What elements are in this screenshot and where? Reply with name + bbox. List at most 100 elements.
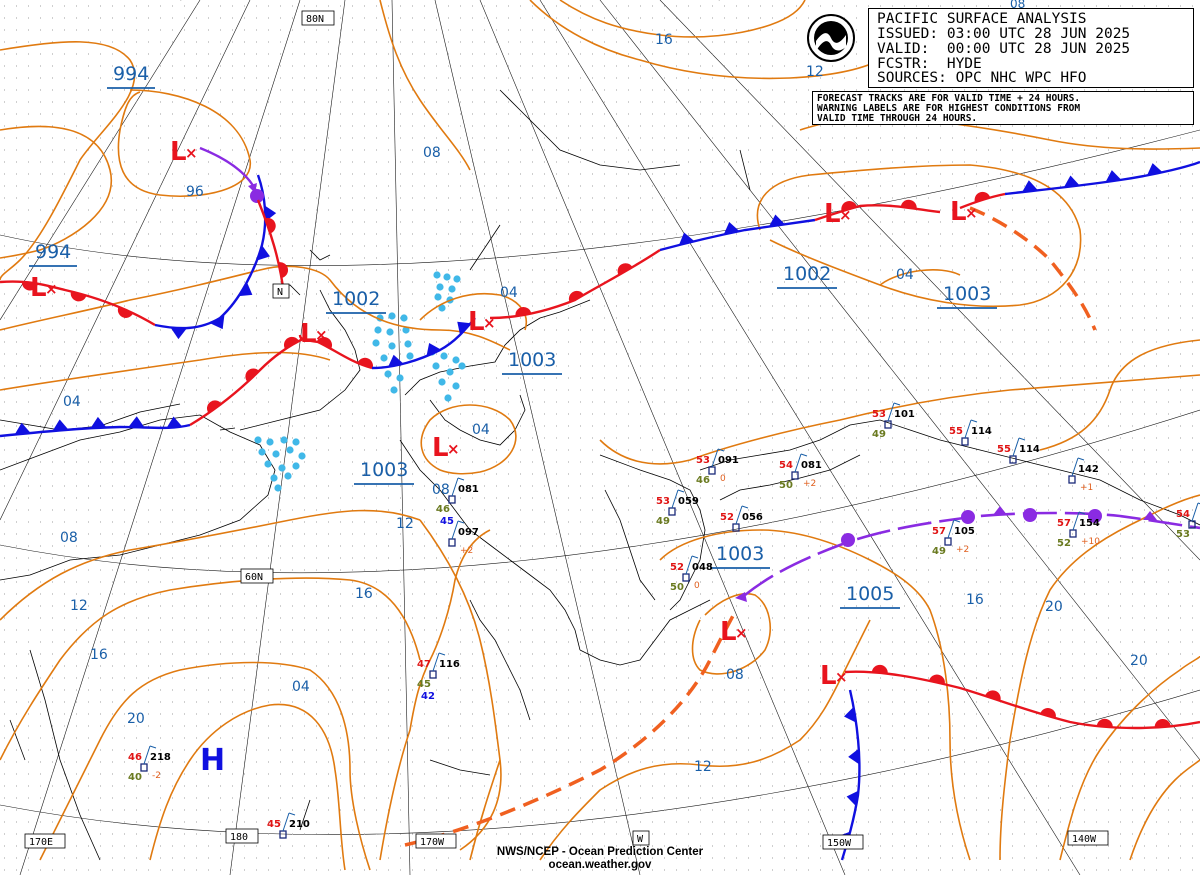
ice-edge: [254, 271, 466, 492]
lon-label-180: 180: [230, 832, 248, 843]
obs-temperature: 45: [267, 819, 281, 830]
obs-pressure: 116: [439, 659, 460, 670]
header-valid: VALID: 00:00 UTC 28 JUN 2025: [877, 41, 1131, 57]
station-obs-obs-056: 52 056: [720, 505, 763, 532]
obs-pressure: 059: [678, 496, 699, 507]
low-pressure-value: 1002: [332, 288, 380, 310]
isobar-label: 96: [186, 184, 204, 200]
low-pressure-value: 1002: [783, 263, 831, 285]
low-center-x-icon: ×: [483, 314, 496, 332]
header-forecaster: FCSTR: HYDE: [877, 56, 982, 72]
station-obs-obs-142: 142 +1: [1068, 457, 1099, 493]
low-pressure-icon: L: [432, 433, 449, 463]
low-center-x-icon: ×: [839, 206, 852, 224]
obs-dewpoint: 46: [696, 475, 710, 486]
note-line-1: FORECAST TRACKS ARE FOR VALID TIME + 24 …: [817, 93, 1081, 104]
obs-pressure: 142: [1078, 464, 1099, 475]
obs-dewpoint: 53: [1176, 529, 1190, 540]
obs-tendency: -2: [152, 771, 161, 781]
low-pressure-icon: L: [824, 199, 841, 229]
obs-temperature: 47: [417, 659, 431, 670]
low-center-x-icon: ×: [835, 668, 848, 686]
station-obs-obs-218: 46 218 40 -2: [128, 745, 171, 783]
isobar-label: 16: [966, 592, 984, 608]
obs-tendency: +2: [803, 479, 816, 489]
lon-label-160w: W: [637, 834, 644, 845]
obs-dewpoint: 40: [128, 772, 142, 783]
station-obs-obs-048: 52 048 50 0: [670, 555, 713, 593]
obs-pressure: 114: [971, 426, 992, 437]
obs-temperature: 53: [872, 409, 886, 420]
dot-grid: [4, 5, 1193, 871]
station-obs-obs-081b: 54 081 50 +2: [779, 453, 822, 491]
low-pressure-icon: L: [720, 617, 737, 647]
isobar-label: 08: [60, 530, 78, 546]
low-center-x-icon: ×: [965, 204, 978, 222]
forecast-tracks: [404, 206, 1097, 847]
isobar-label: 04: [896, 267, 914, 283]
station-obs-obs-091: 53 091 46 0: [696, 448, 739, 486]
obs-temperature: 57: [1057, 518, 1071, 529]
obs-tendency: +2: [460, 546, 473, 556]
footer-org: NWS/NCEP - Ocean Prediction Center: [496, 846, 704, 858]
obs-dewpoint-2: 42: [421, 691, 435, 702]
obs-pressure: 097: [458, 527, 479, 538]
isobar-label: 08: [726, 667, 744, 683]
header-box: PACIFIC SURFACE ANALYSIS ISSUED: 03:00 U…: [807, 8, 1194, 88]
obs-pressure: 114: [1019, 444, 1040, 455]
obs-tendency: 0: [720, 474, 726, 484]
obs-dewpoint: 52: [1057, 538, 1071, 549]
header-sources: SOURCES: OPC NHC WPC HFO: [877, 70, 1087, 86]
isobar-label: 12: [70, 598, 88, 614]
fronts: [0, 146, 1200, 861]
obs-temperature: 53: [696, 455, 710, 466]
obs-temperature: 53: [656, 496, 670, 507]
low-pressure-value: 1003: [716, 543, 764, 565]
obs-pressure: 081: [458, 484, 479, 495]
isobar-label: 08: [423, 145, 441, 161]
obs-pressure: 056: [742, 512, 763, 523]
lon-label-170e: 170E: [29, 837, 53, 848]
station-obs-obs-edge: 54 53: [1176, 502, 1200, 540]
obs-pressure: 101: [894, 409, 915, 420]
obs-dewpoint: 49: [656, 516, 670, 527]
obs-dewpoint-2: 45: [440, 516, 454, 527]
obs-pressure: 154: [1079, 518, 1100, 529]
obs-dewpoint: 46: [436, 504, 450, 515]
obs-temperature: 46: [128, 752, 142, 763]
isobar-label: 12: [396, 516, 414, 532]
lon-label-140w: 140W: [1072, 834, 1097, 845]
pressure-symbols: L×L×L× L×L×L× L×L×L×H994994100210031003100…: [29, 63, 997, 778]
station-observations: 53 101 49 55 114 55 114 53 091 46 0 54 081 50 +2 142 +1 5…: [128, 402, 1200, 839]
lat-label-80n: 80N: [306, 14, 324, 25]
isobar-label: 04: [472, 422, 490, 438]
station-obs-obs-101: 53 101 49: [872, 402, 915, 440]
obs-temperature: 55: [997, 444, 1011, 455]
low-pressure-icon: L: [300, 319, 317, 349]
isobar-label: 08: [432, 482, 450, 498]
obs-temperature: 52: [720, 512, 734, 523]
low-pressure-value: 1005: [846, 583, 894, 605]
isobar-label: 04: [63, 394, 81, 410]
low-center-x-icon: ×: [735, 624, 748, 642]
low-pressure-value: 1003: [360, 459, 408, 481]
low-pressure-value: 994: [35, 241, 71, 263]
low-center-x-icon: ×: [185, 144, 198, 162]
low-pressure-icon: L: [468, 307, 485, 337]
note-line-3: VALID TIME THROUGH 24 HOURS.: [817, 113, 978, 124]
isobar-label: 20: [127, 711, 145, 727]
obs-tendency: +2: [956, 545, 969, 555]
lon-label-150w: 150W: [827, 838, 852, 849]
low-pressure-icon: L: [820, 661, 837, 691]
low-pressure-value: 1003: [508, 349, 556, 371]
obs-tendency: +10: [1081, 537, 1100, 547]
station-obs-obs-154: 57 154 52 +10: [1057, 511, 1100, 549]
note-line-2: WARNING LABELS ARE FOR HIGHEST CONDITION…: [817, 103, 1081, 114]
station-obs-obs-105: 57 105 49 +2: [932, 519, 975, 557]
low-center-x-icon: ×: [447, 440, 460, 458]
